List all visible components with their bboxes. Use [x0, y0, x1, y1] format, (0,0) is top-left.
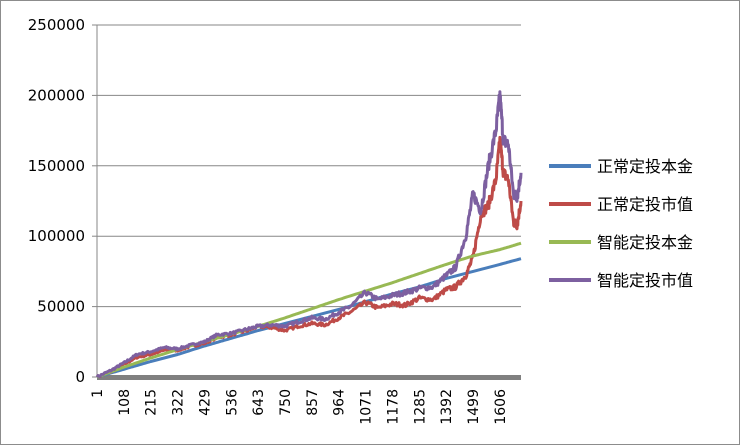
x-tick-label: 1 — [90, 389, 106, 398]
y-tick-label: 150000 — [28, 157, 85, 175]
x-tick-label: 429 — [197, 389, 213, 416]
x-tick-label: 750 — [278, 389, 294, 416]
legend-label: 智能定投市值 — [597, 271, 693, 290]
x-tick-label: 1606 — [493, 389, 509, 425]
series-line — [96, 241, 522, 379]
x-tick-label: 536 — [224, 389, 240, 416]
series-line — [95, 90, 523, 378]
x-tick-label: 857 — [305, 389, 321, 416]
x-tick-label: 1178 — [385, 389, 401, 425]
y-tick-label: 250000 — [28, 16, 85, 34]
legend-label: 智能定投本金 — [597, 233, 693, 252]
x-tick-label: 322 — [171, 389, 187, 416]
x-tick-label: 215 — [144, 389, 160, 416]
x-tick-label: 643 — [251, 389, 267, 416]
x-tick-label: 1285 — [412, 389, 428, 425]
y-gridlines — [97, 24, 521, 308]
legend-label: 正常定投市值 — [597, 195, 693, 214]
x-tick-label: 108 — [117, 389, 133, 416]
plot-area — [95, 90, 523, 379]
x-tick-label: 964 — [332, 389, 348, 416]
x-axis-band — [97, 375, 521, 380]
x-axis: 1 108 215 322 429 536 643 750 857 964 1071 1178 1285… — [90, 375, 521, 425]
y-axis: 0 50000 100000 150000 200000 250000 — [28, 16, 98, 386]
y-tick-label: 100000 — [28, 227, 85, 245]
x-tick-label: 1499 — [466, 389, 482, 425]
y-tick-label: 0 — [75, 368, 85, 386]
y-tick-label: 50000 — [37, 298, 85, 316]
y-tick-label: 200000 — [28, 86, 85, 104]
legend-label: 正常定投本金 — [597, 157, 693, 176]
x-tick-label: 1071 — [359, 389, 375, 425]
x-tick-label: 1392 — [439, 389, 455, 425]
